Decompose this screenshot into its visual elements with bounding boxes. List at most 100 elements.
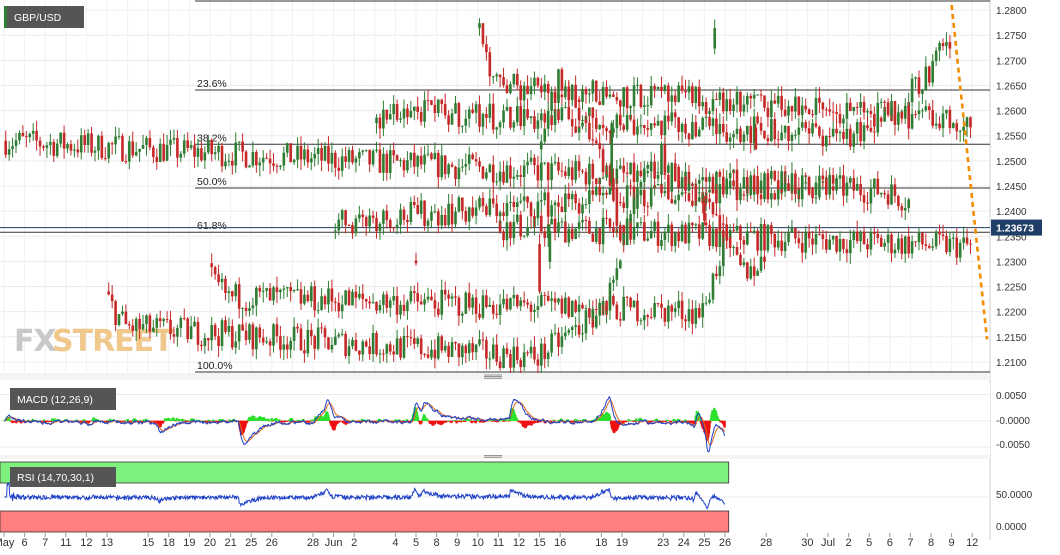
candle-body (21, 132, 25, 137)
candle-body (169, 139, 172, 145)
candle-body (224, 320, 227, 332)
price-tick-label: 1.2150 (996, 333, 1027, 344)
candle-body (385, 109, 389, 120)
candle-body (543, 343, 547, 360)
candle-body (667, 85, 670, 102)
macd-histogram-bar (675, 420, 678, 423)
candle-body (498, 212, 502, 217)
candle-body (838, 131, 842, 134)
candle-body (752, 94, 756, 99)
macd-histogram-bar (273, 419, 276, 421)
candle-body (903, 208, 907, 211)
candle-body (732, 180, 735, 187)
macd-histogram-bar (493, 420, 497, 422)
candle-body (660, 86, 663, 91)
macd-histogram-bar (152, 420, 156, 423)
macd-histogram-bar (686, 420, 689, 424)
candle-body (540, 200, 543, 202)
price-tick-label: 1.2250 (996, 283, 1027, 294)
candle-body (368, 301, 371, 304)
candle-body (797, 127, 801, 135)
candle-body (471, 109, 474, 113)
candle-body (697, 86, 701, 107)
candle-body (447, 294, 450, 299)
candle-body (862, 231, 866, 245)
macd-title: MACD (12,26,9) (17, 394, 93, 406)
candle-body (316, 148, 320, 154)
candle-body (811, 114, 814, 116)
macd-histogram-bar (491, 420, 494, 422)
candle-body (522, 235, 526, 237)
candle-body (406, 219, 409, 223)
candle-body (756, 116, 759, 124)
candle-body (388, 150, 392, 173)
candle-body (787, 183, 790, 191)
candle-body (708, 111, 711, 114)
macd-histogram-bar (275, 420, 279, 421)
candle-body (217, 145, 220, 153)
candle-body (958, 242, 962, 258)
macd-histogram-bar (92, 417, 96, 421)
candle-body (69, 144, 73, 151)
candle-body (749, 266, 753, 279)
candle-body (718, 171, 722, 177)
macd-histogram-bar (228, 420, 231, 422)
candle-body (591, 308, 595, 318)
candle-body (835, 112, 838, 114)
candle-body (903, 105, 907, 119)
candle-body (330, 288, 334, 302)
macd-histogram-bar (297, 419, 300, 421)
macd-histogram-bar (658, 420, 661, 422)
candle-body (543, 113, 547, 123)
candle-body (721, 230, 725, 237)
candle-body (364, 217, 368, 227)
macd-histogram-bar (376, 420, 380, 422)
macd-line (4, 395, 726, 453)
candle-body (409, 291, 413, 302)
candle-body (845, 182, 849, 190)
candle-body (766, 177, 770, 200)
candle-body (897, 238, 900, 250)
candle-body (818, 182, 821, 198)
candle-body (924, 106, 928, 111)
macd-histogram-bar (636, 420, 639, 422)
candle-body (835, 128, 838, 134)
candle-body (625, 221, 629, 234)
candle-body (701, 303, 704, 318)
candle-body (776, 95, 780, 104)
candle-body (392, 296, 395, 301)
candle-body (296, 145, 299, 160)
macd-histogram-bar (393, 420, 396, 421)
candle-body (437, 211, 440, 226)
candle-body (667, 190, 670, 200)
candle-body (519, 85, 523, 101)
candle-body (632, 197, 636, 215)
macd-histogram-bar (542, 420, 545, 421)
candle-body (927, 66, 931, 83)
candle-body (412, 338, 416, 344)
candle-body (478, 198, 481, 208)
candle-body (618, 225, 622, 241)
candle-body (210, 324, 214, 341)
candle-body (550, 333, 553, 353)
time-tick-label: 10 (472, 537, 484, 549)
candle-body (636, 84, 639, 86)
candle-body (691, 86, 694, 104)
candle-body (354, 158, 358, 163)
candle-body (546, 352, 550, 360)
candle-body (498, 171, 502, 182)
candle-body (570, 119, 574, 127)
candle-body (739, 91, 742, 112)
candle-body (574, 228, 577, 239)
candle-body (718, 223, 722, 248)
candle-body (220, 278, 224, 283)
candle-body (406, 160, 409, 171)
candle-body (498, 304, 502, 315)
candle-body (673, 163, 677, 182)
candle-body (454, 166, 457, 180)
macd-histogram-bar (229, 419, 232, 421)
candle-body (776, 240, 780, 248)
candle-body (574, 94, 577, 108)
candle-body (28, 133, 32, 138)
candle-body (656, 303, 660, 305)
